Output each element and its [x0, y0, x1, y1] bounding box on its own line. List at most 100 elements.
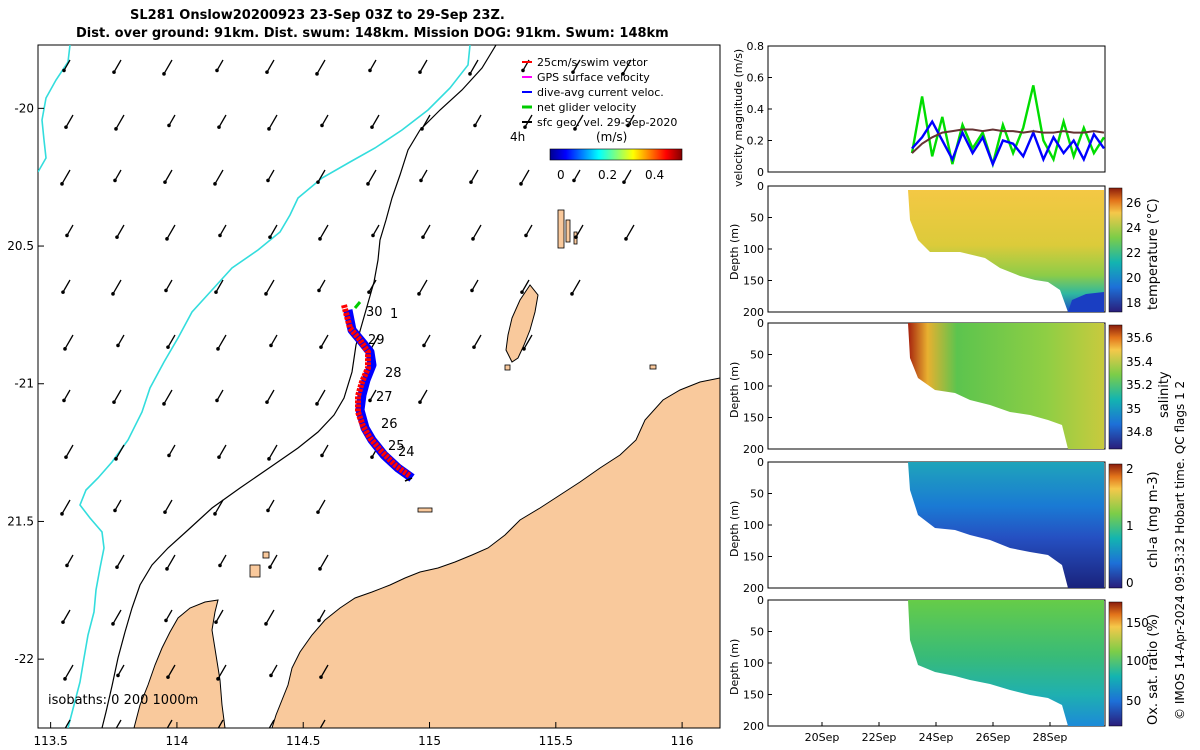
velocity-y-tick-label: 0.2 — [747, 135, 765, 148]
isobaths-label: isobaths: 0 200 1000m — [48, 693, 198, 708]
vector-arrow — [371, 224, 380, 238]
vector-arrow — [167, 444, 176, 458]
map-x-tick-label: 115 — [418, 734, 441, 748]
vector-arrow — [573, 114, 584, 131]
depth-tick-label: 100 — [743, 519, 764, 532]
vector-arrow — [62, 389, 71, 403]
vector-arrow — [65, 554, 74, 568]
vector-arrow — [62, 59, 71, 73]
chart-title-line2: Dist. over ground: 91km. Dist. swum: 148… — [76, 26, 669, 41]
day-label: 26 — [381, 417, 398, 432]
coastline-mainland — [271, 377, 720, 728]
map-y-ticks: -20 20.5 -21 21.5 -22 — [7, 101, 44, 666]
vector-arrow — [366, 169, 377, 186]
velocity-series-line — [911, 128, 1105, 154]
vector-arrow — [266, 169, 275, 183]
depth-label: Depth (m) — [728, 639, 741, 695]
vector-arrow — [572, 169, 581, 183]
day-label: 1 — [390, 307, 398, 322]
vector-arrow — [217, 114, 227, 129]
vector-arrow — [319, 334, 329, 349]
vector-arrow — [113, 499, 122, 513]
vector-arrow — [421, 224, 431, 239]
depth-tick-label: 50 — [750, 488, 764, 501]
map-x-ticks: 113.5 114 114.5 115 115.5 116 — [33, 722, 694, 748]
vector-arrow — [268, 719, 275, 728]
map-y-tick-label: -22 — [14, 652, 34, 666]
vector-arrow — [570, 279, 581, 296]
depth-label: Depth (m) — [728, 224, 741, 280]
map-legend: 25cm/s swim vector GPS surface velocity … — [510, 56, 683, 182]
vector-arrow — [319, 719, 326, 728]
vector-arrow — [468, 59, 479, 76]
vector-arrow — [317, 609, 326, 623]
vector-arrow — [269, 664, 278, 678]
vector-arrow — [166, 664, 176, 679]
time-tick-label: 28Sep — [1033, 731, 1068, 744]
vector-arrow — [115, 224, 125, 239]
velocity-y-label: velocity magnitude (m/s) — [732, 49, 745, 187]
map-y-tick-label: -20 — [14, 101, 34, 115]
time-tick-label: 24Sep — [919, 731, 954, 744]
cbar-tick: 1 — [1126, 519, 1134, 533]
vector-arrow — [264, 609, 275, 626]
vector-arrow — [217, 444, 227, 459]
salinity-section — [908, 323, 1104, 449]
vector-arrow — [316, 499, 326, 514]
colorbar-tick: 0.2 — [598, 168, 617, 182]
vector-arrow — [622, 169, 632, 184]
vector-arrow — [520, 279, 530, 294]
vector-arrow — [112, 389, 122, 404]
legend-entry: sfc geo. vel. 29-Sep-2020 — [537, 116, 677, 129]
vector-arrow — [624, 224, 635, 241]
vector-arrow — [418, 389, 428, 404]
depth-tick-label: 200 — [743, 443, 764, 456]
velocity-y-tick-label: 0 — [757, 166, 764, 179]
vector-arrow — [214, 279, 224, 294]
cbar-tick: 2 — [1126, 462, 1134, 476]
legend-entry: net glider velocity — [537, 101, 637, 114]
vector-arrow — [166, 334, 176, 349]
velocity-y-tick-label: 0.4 — [747, 103, 765, 116]
vector-arrow — [215, 389, 224, 403]
vector-arrow — [268, 554, 278, 569]
depth-label: Depth (m) — [728, 362, 741, 418]
time-tick-label: 22Sep — [862, 731, 897, 744]
cbar-tick: 24 — [1126, 221, 1141, 235]
vector-arrow — [420, 114, 431, 131]
vector-arrow — [162, 389, 173, 406]
vector-arrow — [320, 114, 329, 128]
vector-arrow — [63, 664, 74, 681]
colorbar-unit: (m/s) — [596, 130, 627, 144]
vector-arrow — [316, 169, 326, 184]
isobath-1000m — [67, 45, 471, 728]
depth-tick-label: 100 — [743, 243, 764, 256]
depth-tick-label: 50 — [750, 212, 764, 225]
vector-arrow — [165, 554, 176, 571]
vector-arrow — [164, 609, 173, 623]
legend-entry: 25cm/s swim vector — [537, 56, 648, 69]
vector-arrow — [268, 224, 278, 239]
vector-arrow — [318, 224, 329, 241]
salinity-cbar-label: salinity — [1157, 371, 1172, 418]
oxygen-colorbar — [1108, 601, 1123, 727]
chart-title-line1: SL281 Onslow20200923 23-Sep 03Z to 29-Se… — [130, 8, 505, 23]
cbar-tick: 35 — [1126, 402, 1141, 416]
map-x-tick-label: 113.5 — [33, 734, 67, 748]
vector-arrow — [269, 334, 278, 348]
time-tick-label: 20Sep — [805, 731, 840, 744]
vector-arrow — [111, 609, 122, 626]
vector-arrow — [320, 444, 329, 458]
vector-arrow — [60, 169, 71, 186]
speed-colorbar — [549, 148, 683, 161]
depth-tick-label: 50 — [750, 626, 764, 639]
depth-tick-label: 150 — [743, 275, 764, 288]
vector-arrow — [216, 334, 227, 351]
vector-arrow — [319, 664, 329, 679]
vector-arrow — [65, 224, 74, 238]
vector-arrow — [419, 169, 428, 183]
vector-arrow — [218, 224, 227, 238]
vector-arrow — [116, 334, 125, 348]
vector-arrow — [519, 169, 530, 186]
vector-arrow — [60, 499, 71, 516]
